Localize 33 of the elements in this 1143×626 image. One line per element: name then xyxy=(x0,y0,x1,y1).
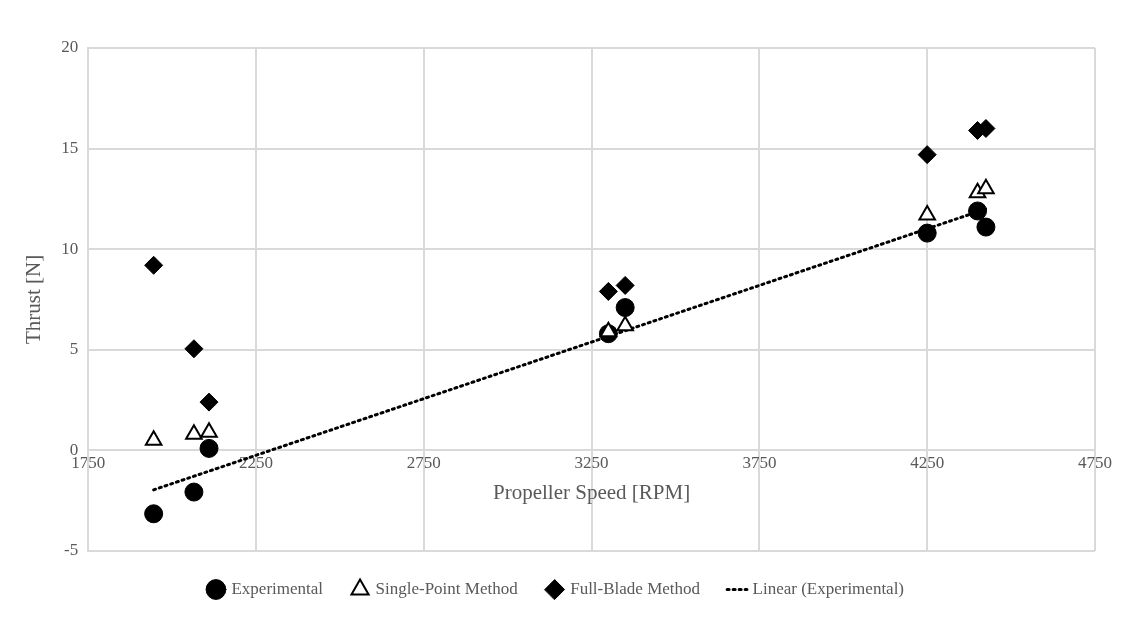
point xyxy=(184,482,204,502)
legend-label: Full-Blade Method xyxy=(570,578,701,598)
y-axis-title: Thrust [N] xyxy=(21,254,46,345)
x-tick-label: 3750 xyxy=(742,453,777,473)
legend-label: Linear (Experimental) xyxy=(752,578,905,598)
y-tick-label: 15 xyxy=(61,138,79,158)
x-tick-label: 4250 xyxy=(910,453,945,473)
point xyxy=(615,275,635,295)
point xyxy=(184,339,204,359)
y-tick-label: 5 xyxy=(69,339,79,359)
x-tick-label: 2750 xyxy=(406,453,441,473)
point xyxy=(616,315,634,332)
point xyxy=(598,281,618,301)
point xyxy=(917,145,937,165)
point xyxy=(976,217,996,237)
point xyxy=(199,438,219,458)
legend-label: Single-Point Method xyxy=(375,578,519,598)
point xyxy=(615,298,635,318)
x-tick-label: 4750 xyxy=(1078,453,1112,473)
point xyxy=(144,255,164,275)
x-tick-label: 3250 xyxy=(574,453,609,473)
x-axis-title: Propeller Speed [RPM] xyxy=(493,479,691,504)
point xyxy=(968,201,988,221)
point xyxy=(917,223,937,243)
point xyxy=(199,392,219,412)
y-tick-label: 10 xyxy=(61,238,79,258)
point xyxy=(977,178,995,195)
legend-label: Experimental xyxy=(231,578,324,598)
point xyxy=(918,205,936,221)
point xyxy=(599,321,618,338)
y-tick-label: -5 xyxy=(64,540,79,560)
y-tick-label: 20 xyxy=(61,37,79,57)
point xyxy=(144,504,164,524)
